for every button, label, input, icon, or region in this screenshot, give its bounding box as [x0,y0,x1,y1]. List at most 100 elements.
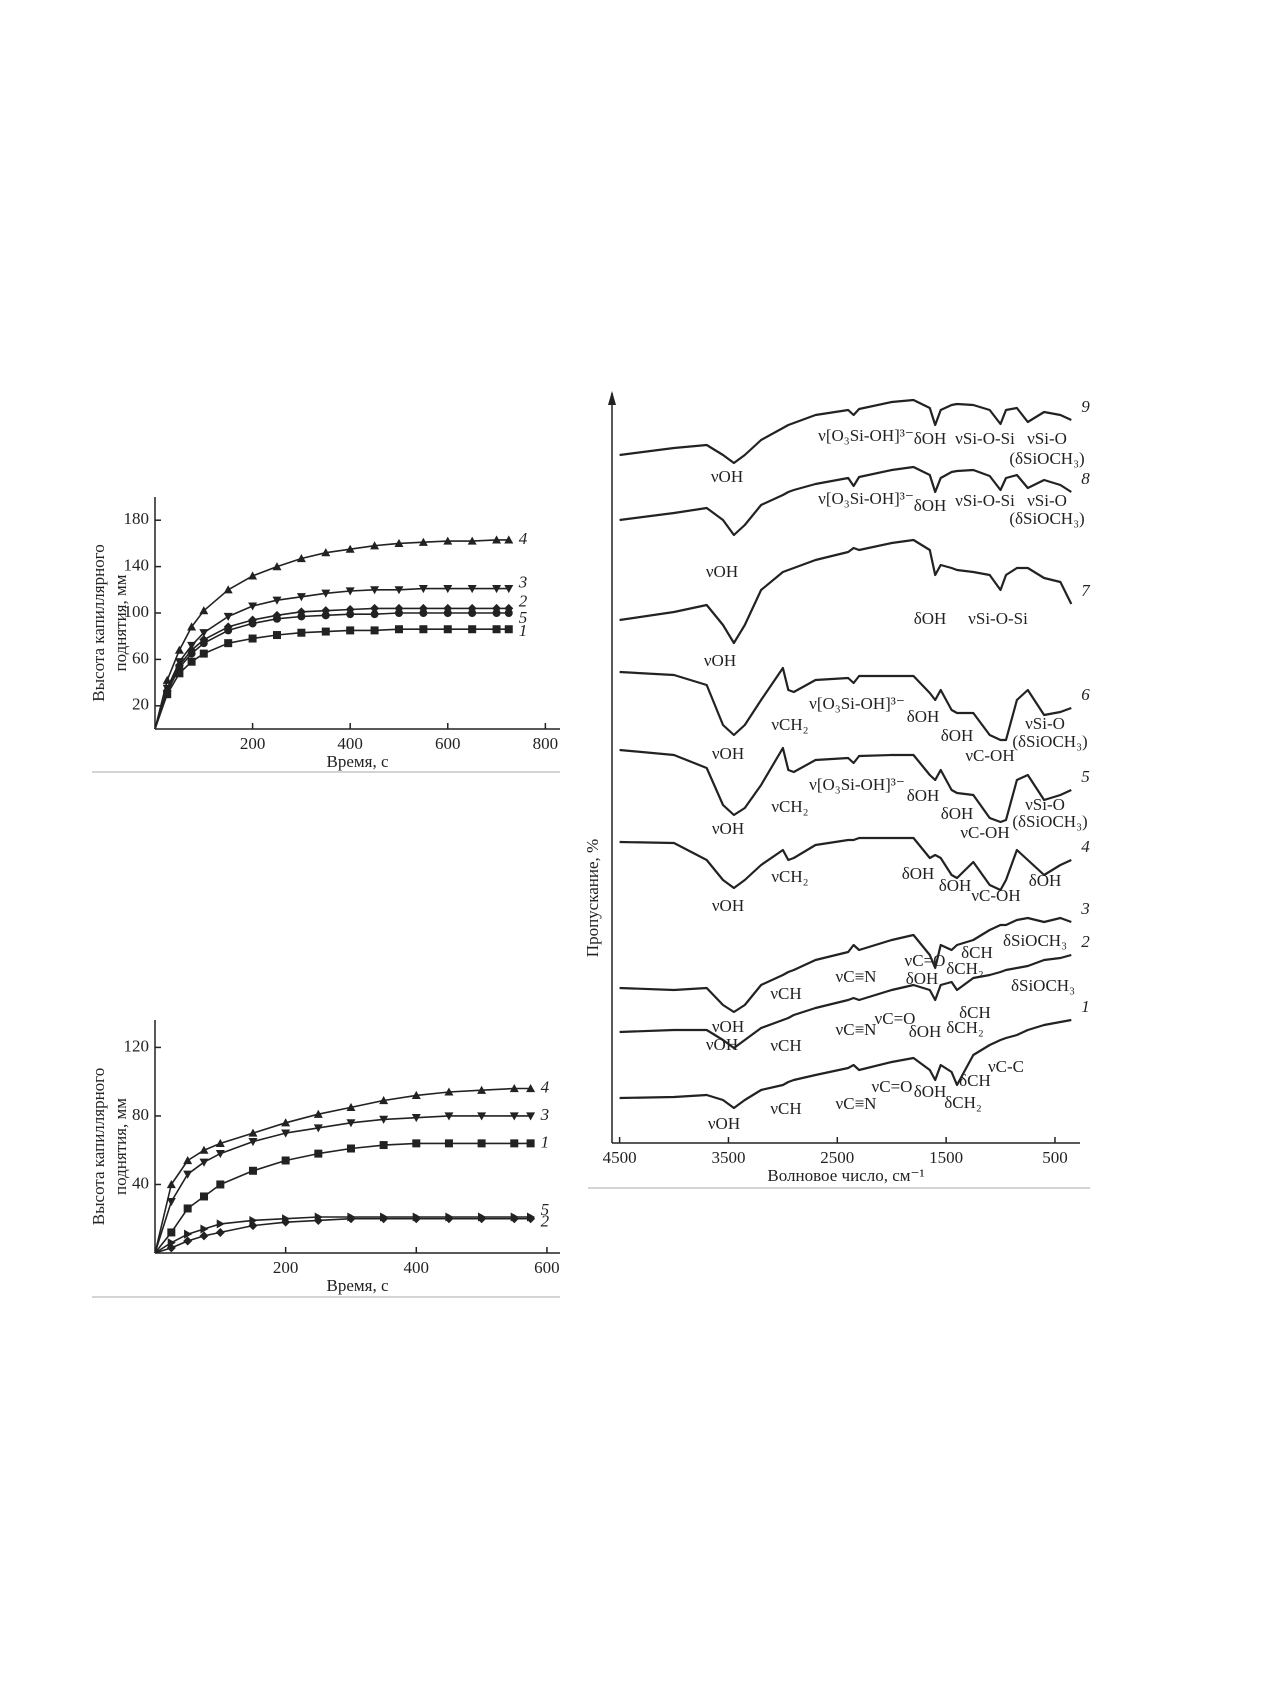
marker [444,1087,454,1096]
annotation: νC-OH [971,886,1020,905]
x-axis-label: Время, с [326,752,388,771]
annotation: νSi-O [1025,795,1065,814]
annotation: νSi-O-Si [968,609,1028,628]
marker [183,1155,193,1165]
annotation: νSi-O-Si [955,491,1015,510]
series-label: 3 [540,1105,550,1124]
marker [248,619,257,628]
series-line [154,1217,531,1254]
marker [370,603,380,613]
annotation: δOH [906,969,939,988]
marker [394,538,404,547]
annotation: δOH [941,804,974,823]
marker [444,1214,454,1224]
annotation: νC=O [875,1009,916,1028]
marker [314,1149,323,1158]
marker [418,585,428,594]
y-axis-label: Высота капиллярного [89,1068,108,1225]
marker [281,1217,291,1227]
x-tick-label: 200 [273,1258,299,1277]
x-tick-label: 800 [533,734,559,753]
marker [200,1224,209,1234]
annotation: δCH [959,1071,991,1090]
marker [467,585,477,594]
marker [411,1090,421,1099]
marker [313,1215,323,1225]
y-axis-label: Высота капиллярного [89,544,108,701]
annotation: νOH [706,1035,738,1054]
marker [281,1129,291,1138]
x-tick-label: 200 [240,734,266,753]
marker [526,1084,536,1093]
marker [223,585,233,594]
annotation: δCH₂ [944,1093,982,1112]
series-label: 2 [541,1212,550,1231]
marker [370,610,379,619]
marker [345,544,355,553]
x-tick-label: 400 [404,1258,430,1277]
marker [468,625,477,634]
annotation: δCH₂ [946,959,984,978]
y-tick-label: 120 [124,1036,150,1055]
marker [199,1192,208,1201]
annotation: δOH [941,726,974,745]
series-label: 7 [1081,581,1091,600]
annotation: νC≡N [836,967,877,986]
annotation: νCH [770,1099,801,1118]
series-label: 4 [1081,837,1090,856]
series-line [154,607,509,730]
marker [224,639,233,648]
marker [477,1139,486,1148]
series-label: 5 [1081,767,1090,786]
series-line [154,1115,531,1254]
series-label: 4 [541,1077,550,1096]
marker [504,625,513,634]
annotation: νCH₂ [771,715,808,734]
marker [175,669,184,678]
series-line [154,628,509,730]
series-label: 1 [519,621,528,640]
marker [321,548,331,557]
annotation: (δSiOCH₃) [1009,449,1084,468]
marker [346,1102,356,1111]
marker [281,1118,291,1127]
y-axis-label: поднятия, мм [111,574,130,671]
marker [509,1112,519,1121]
annotation: νOH [711,467,743,486]
annotation: νC-C [988,1057,1024,1076]
marker [444,1139,453,1148]
marker [199,649,208,658]
marker [174,645,184,654]
marker [183,1236,193,1246]
y-axis-label: поднятия, мм [111,1098,130,1195]
annotation: νSi-O [1027,429,1067,448]
series-label: 4 [519,529,528,548]
marker [199,1231,209,1241]
y-tick-label: 20 [132,695,149,714]
marker [248,1138,258,1147]
marker [199,639,208,648]
annotation: ν[O₃Si-OH]³⁻ [818,426,914,445]
annotation: νOH [712,896,744,915]
marker [248,571,258,580]
annotation: δOH [914,609,947,628]
y-tick-label: 180 [124,509,150,528]
series-label: 1 [541,1132,550,1151]
marker [216,1180,225,1189]
marker [223,612,233,621]
annotation: δOH [914,496,947,515]
x-tick-label: 500 [1042,1148,1068,1167]
marker [346,610,355,619]
x-tick-label: 600 [435,734,461,753]
marker [443,625,452,634]
marker [443,609,452,617]
series-label: 5 [541,1200,550,1219]
annotation: νCH₂ [771,867,808,886]
series-label: 1 [1081,997,1090,1016]
annotation: δOH [914,1082,947,1101]
marker [419,609,428,617]
annotation: ν[O₃Si-OH]³⁻ [809,775,905,794]
marker [166,1179,176,1189]
marker [346,1214,356,1224]
series-line [154,539,509,730]
